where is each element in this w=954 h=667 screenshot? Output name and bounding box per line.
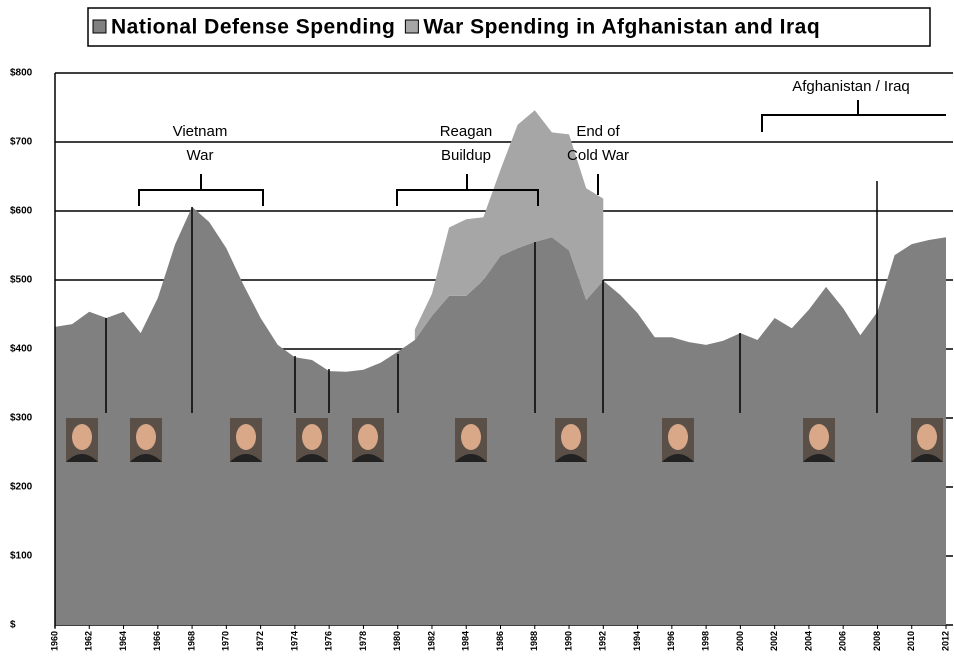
y-tick-label: $600	[10, 206, 33, 217]
portrait-face	[461, 424, 481, 450]
y-tick-label: $200	[10, 482, 33, 493]
x-tick-label: 1960	[49, 631, 59, 651]
x-tick-label: 1962	[84, 631, 94, 651]
legend-swatch	[93, 20, 106, 33]
y-tick-label: $500	[10, 275, 33, 286]
portrait-face	[358, 424, 378, 450]
portrait-face	[668, 424, 688, 450]
x-tick-label: 1996	[666, 631, 676, 651]
x-tick-label: 2012	[940, 631, 950, 651]
x-tick-label: 2006	[838, 631, 848, 651]
annotation: Vietnam	[173, 123, 228, 140]
portrait-face	[236, 424, 256, 450]
x-tick-label: 1990	[563, 631, 573, 651]
bracket	[139, 174, 263, 206]
x-tick-label: 1988	[529, 631, 539, 651]
chart: Vietnam War Reagan Buildup End of Cold W…	[0, 0, 954, 667]
x-tick-label: 1972	[255, 631, 265, 651]
legend-swatch	[405, 20, 418, 33]
area	[55, 207, 946, 625]
legend-label: War Spending in Afghanistan and Iraq	[423, 16, 820, 39]
x-tick-label: 1974	[289, 631, 299, 651]
x-tick-label: 1980	[392, 631, 402, 651]
x-tick-label: 2010	[906, 631, 916, 651]
portrait-face	[917, 424, 937, 450]
x-tick-label: 1970	[221, 631, 231, 651]
annotation: Buildup	[441, 147, 491, 164]
x-tick-label: 2002	[769, 631, 779, 651]
x-tick-label: 2004	[803, 631, 813, 651]
portrait-face	[72, 424, 92, 450]
y-tick-label: $	[10, 620, 16, 631]
x-tick-label: 1984	[461, 631, 471, 651]
x-tick-label: 1964	[118, 631, 128, 651]
annotation: End of	[576, 123, 620, 140]
x-tick-label: 1976	[324, 631, 334, 651]
portrait-face	[302, 424, 322, 450]
areas	[55, 110, 946, 625]
x-tick-label: 2008	[872, 631, 882, 651]
legend-label: National Defense Spending	[111, 16, 395, 39]
y-tick-label: $100	[10, 551, 33, 562]
annotation: Afghanistan / Iraq	[792, 78, 910, 95]
portrait-face	[136, 424, 156, 450]
annotation: War	[187, 147, 214, 164]
x-tick-label: 1982	[426, 631, 436, 651]
x-tick-label: 1966	[152, 631, 162, 651]
y-tick-label: $400	[10, 344, 33, 355]
y-tick-label: $800	[10, 68, 33, 79]
y-tick-label: $700	[10, 137, 33, 148]
x-tick-label: 1994	[632, 631, 642, 651]
annotation: Reagan	[440, 123, 493, 140]
bracket	[762, 100, 946, 132]
x-tick-label: 1968	[186, 631, 196, 651]
y-tick-label: $300	[10, 413, 33, 424]
portrait-face	[809, 424, 829, 450]
x-tick-label: 1986	[495, 631, 505, 651]
x-tick-label: 1978	[358, 631, 368, 651]
portrait-face	[561, 424, 581, 450]
x-tick-label: 2000	[735, 631, 745, 651]
x-tick-label: 1998	[700, 631, 710, 651]
legend: National Defense Spending War Spending in…	[88, 8, 930, 46]
annotation: Cold War	[567, 147, 629, 164]
x-tick-label: 1992	[598, 631, 608, 651]
